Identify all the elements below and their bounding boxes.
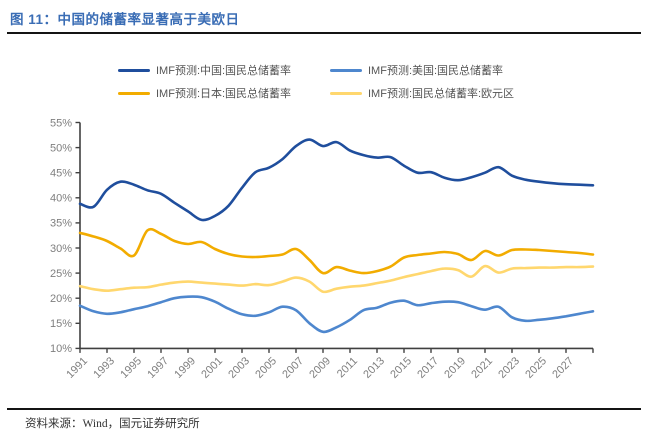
svg-text:2003: 2003 [226,355,252,381]
legend-swatch-euro [330,91,362,95]
footer-divider [7,408,641,410]
legend-label-us: IMF预测:美国:国民总储蓄率 [368,65,504,77]
svg-text:40%: 40% [50,193,72,205]
source-note: 资料来源：Wind，国元证券研究所 [25,418,200,430]
svg-text:50%: 50% [50,142,72,154]
figure-title: 图 11：中国的储蓄率显著高于美欧日 [10,12,240,27]
svg-text:1993: 1993 [91,355,117,381]
legend-item-china: IMF预测:中国:国民总储蓄率 [118,62,291,78]
svg-text:2017: 2017 [415,355,441,381]
svg-text:35%: 35% [50,218,72,230]
svg-text:2025: 2025 [523,355,549,381]
svg-text:30%: 30% [50,243,72,255]
svg-text:1997: 1997 [145,355,171,381]
legend-swatch-china [118,68,150,72]
svg-text:45%: 45% [50,168,72,180]
svg-text:20%: 20% [50,293,72,305]
svg-text:1999: 1999 [172,355,198,381]
title-divider [7,32,641,34]
svg-text:1991: 1991 [64,355,90,381]
svg-text:2011: 2011 [335,355,360,380]
legend-label-japan: IMF预测:日本:国民总储蓄率 [156,88,292,100]
svg-text:2027: 2027 [550,355,576,381]
legend-item-euro: IMF预测:国民总储蓄率:欧元区 [330,85,514,101]
svg-text:2013: 2013 [361,355,387,381]
legend-label-china: IMF预测:中国:国民总储蓄率 [156,65,292,77]
svg-text:55%: 55% [50,117,72,129]
svg-text:1995: 1995 [118,355,144,381]
svg-text:2023: 2023 [496,355,522,381]
legend-item-us: IMF预测:美国:国民总储蓄率 [330,62,503,78]
svg-text:2005: 2005 [253,355,279,381]
svg-text:2007: 2007 [280,355,306,381]
legend-label-euro: IMF预测:国民总储蓄率:欧元区 [368,88,515,100]
svg-text:2015: 2015 [388,355,414,381]
svg-text:25%: 25% [50,268,72,280]
svg-text:15%: 15% [50,318,72,330]
legend-swatch-japan [118,91,150,95]
svg-text:2021: 2021 [469,355,495,381]
svg-text:2001: 2001 [199,355,225,381]
legend-swatch-us [330,68,362,72]
legend-item-japan: IMF预测:日本:国民总储蓄率 [118,85,291,101]
savings-rate-line-chart: 10%15%20%25%30%35%40%45%50%55%1991 1993 19… [50,117,595,381]
svg-text:10%: 10% [50,343,72,355]
chart-legend: IMF预测:中国:国民总储蓄率 IMF预测:美国:国民总储蓄率 IMF预测:日本… [0,62,646,102]
svg-text:2019: 2019 [442,355,468,381]
svg-text:2009: 2009 [307,355,333,381]
